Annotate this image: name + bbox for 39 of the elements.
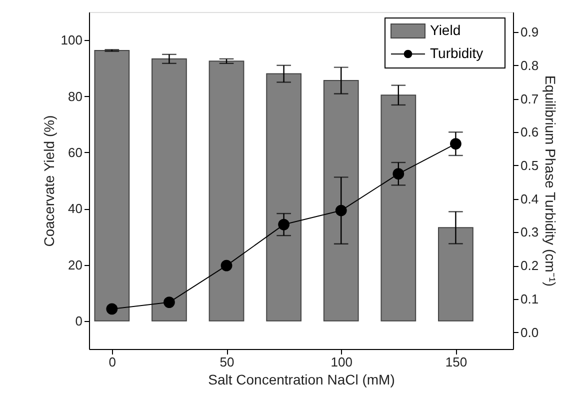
point: [335, 204, 347, 216]
point: [220, 260, 232, 272]
y2-tick-label: 0.2: [520, 258, 539, 274]
y-tick-label: 80: [68, 88, 82, 104]
y2-tick-label: 0.1: [520, 291, 539, 306]
bar: [152, 58, 187, 322]
y2-axis-title: Equilibrium Phase Turbidity (cm⁻¹): [542, 75, 559, 287]
point: [164, 296, 175, 308]
x-tick-label: 0: [108, 354, 116, 370]
y-tick-label: 0: [75, 313, 82, 328]
y2-tick-label: 0.5: [520, 158, 539, 173]
point: [106, 303, 118, 315]
bar: [323, 80, 359, 322]
x-tick-label: 150: [445, 354, 468, 370]
legend-label: Yield: [430, 22, 461, 38]
y-tick-label: 40: [68, 201, 82, 216]
y2-tick-label: 0.6: [520, 124, 539, 140]
y2-tick-label: 0.7: [520, 91, 539, 106]
bar: [438, 227, 474, 322]
y-axis-title: Coacervate Yield (%): [40, 115, 57, 247]
y2-tick-label: 0.8: [520, 58, 539, 73]
point: [278, 218, 290, 230]
y2-tick-label: 0.3: [520, 224, 539, 240]
x-tick-label: 50: [220, 354, 234, 370]
x-tick-label: 100: [330, 354, 352, 370]
point: [392, 168, 404, 180]
x-axis-title: Salt Concentration NaCl (mM): [208, 372, 395, 388]
bar: [208, 60, 244, 322]
bar: [266, 73, 302, 322]
y2-tick-label: 0.9: [520, 24, 539, 40]
y2-tick-label: 0.4: [520, 191, 539, 206]
y-tick-label: 100: [60, 32, 82, 48]
point: [450, 138, 462, 150]
bar: [380, 94, 416, 322]
bar: [94, 50, 130, 322]
y-tick-label: 60: [68, 144, 82, 160]
y-tick-label: 20: [68, 257, 82, 272]
y2-tick-label: 0.0: [520, 324, 539, 340]
legend-label: Turbidity: [430, 45, 484, 61]
